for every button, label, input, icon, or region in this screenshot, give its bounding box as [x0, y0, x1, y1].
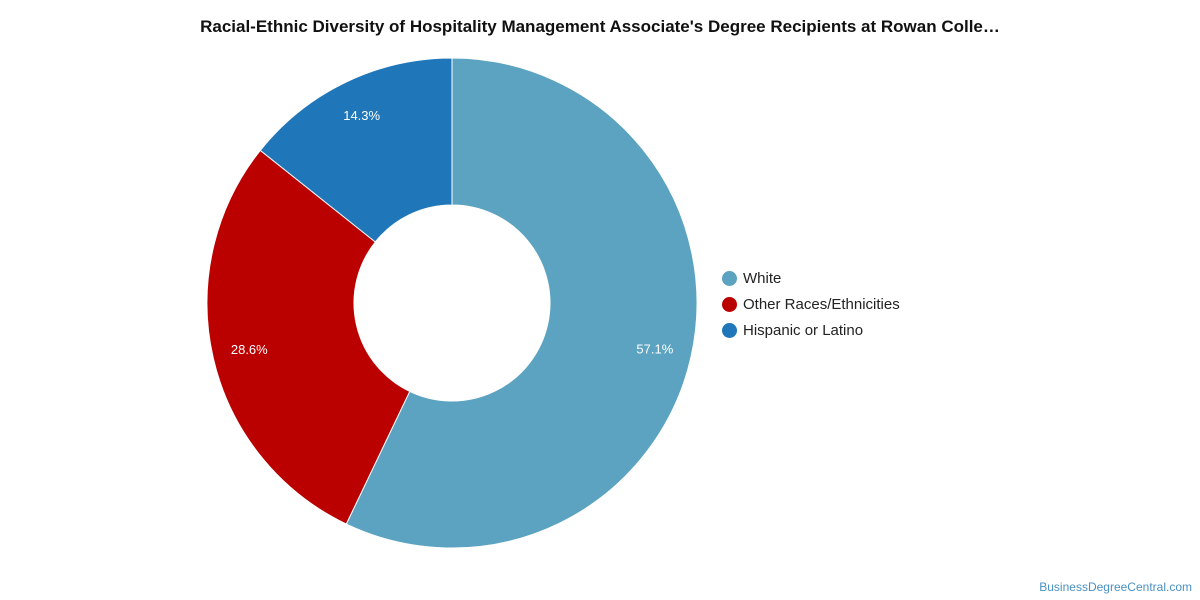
slice-label-white: 57.1%	[636, 342, 673, 357]
legend-swatch	[722, 322, 737, 338]
legend-item-hispanic-or-latino[interactable]: Hispanic or Latino	[722, 317, 900, 343]
watermark: BusinessDegreeCentral.com	[1039, 580, 1192, 594]
donut-slice-other-races-ethnicities	[206, 149, 411, 525]
legend-label: Hispanic or Latino	[743, 321, 864, 339]
slice-label-other-races-ethnicities: 28.6%	[231, 342, 268, 357]
slice-label-hispanic-or-latino: 14.3%	[343, 108, 380, 123]
chart-legend: White Other Races/Ethnicities Hispanic or …	[722, 265, 900, 343]
legend-swatch	[722, 296, 737, 312]
legend-label: Other Races/Ethnicities	[743, 295, 900, 313]
donut-slice-hispanic-or-latino	[259, 57, 453, 243]
legend-item-other-races-ethnicities[interactable]: Other Races/Ethnicities	[722, 291, 900, 317]
legend-swatch	[722, 270, 737, 286]
legend-label: White	[743, 269, 782, 287]
legend-item-white[interactable]: White	[722, 265, 900, 291]
chart-title: Racial-Ethnic Diversity of Hospitality M…	[200, 17, 1000, 36]
donut-slice-white	[345, 57, 698, 549]
